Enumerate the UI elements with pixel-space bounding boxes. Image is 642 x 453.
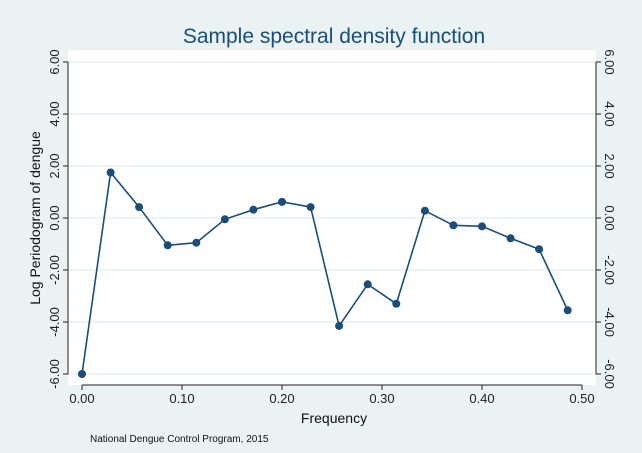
data-point [306,203,315,212]
x-tick-label: 0.30 [369,391,394,406]
data-point [392,299,401,308]
data-point [563,306,572,315]
data-point [535,245,544,254]
axes: 0.00 0.10 0.20 0.30 0.40 0.50 -6.00 -6.00 -4.00 -… [47,49,617,406]
data-point [449,221,458,230]
y-tick-label-right: -2.00 [602,255,617,285]
series-line [81,170,569,375]
source-note: National Dengue Control Program, 2015 [90,434,269,445]
y-tick-label-right: -6.00 [602,359,617,389]
data-point [506,234,515,243]
y-tick-label-right: 2.00 [602,153,617,178]
chart-title: Sample spectral density function [183,25,485,48]
x-tick-label: 0.20 [269,391,294,406]
y-tick-label-left: 4.00 [47,101,62,126]
data-point [363,280,372,289]
series [78,168,572,378]
x-axis-title: Frequency [301,410,367,426]
x-tick-label: 0.10 [169,391,194,406]
data-point [278,197,286,206]
y-tick-label-left: -2.00 [47,255,62,285]
data-point [420,206,429,215]
y-tick-label-left: 0.00 [47,205,62,230]
y-axis-title: Log Periodogram of dengue [27,131,43,305]
y-tick-label-right: 0.00 [602,205,617,230]
data-point [192,238,201,247]
data-point [135,203,144,212]
data-point [78,370,86,378]
y-tick-label-right: 4.00 [602,101,617,126]
y-tick-label-left: 2.00 [47,153,62,178]
data-point [163,241,172,250]
y-tick-label-left: -6.00 [47,359,62,389]
y-tick-label-right: 6.00 [602,49,617,74]
x-tick-label: 0.50 [569,391,594,406]
data-point [249,205,258,214]
grid [68,61,596,375]
y-tick-label-left: -4.00 [47,307,62,337]
x-tick-label: 0.00 [69,391,94,406]
data-point [220,215,229,224]
x-tick-label: 0.40 [469,391,494,406]
y-tick-label-right: -4.00 [602,307,617,337]
data-point [478,222,486,231]
y-tick-label-left: 6.00 [47,49,62,74]
data-point [106,168,115,177]
data-point [335,321,344,330]
